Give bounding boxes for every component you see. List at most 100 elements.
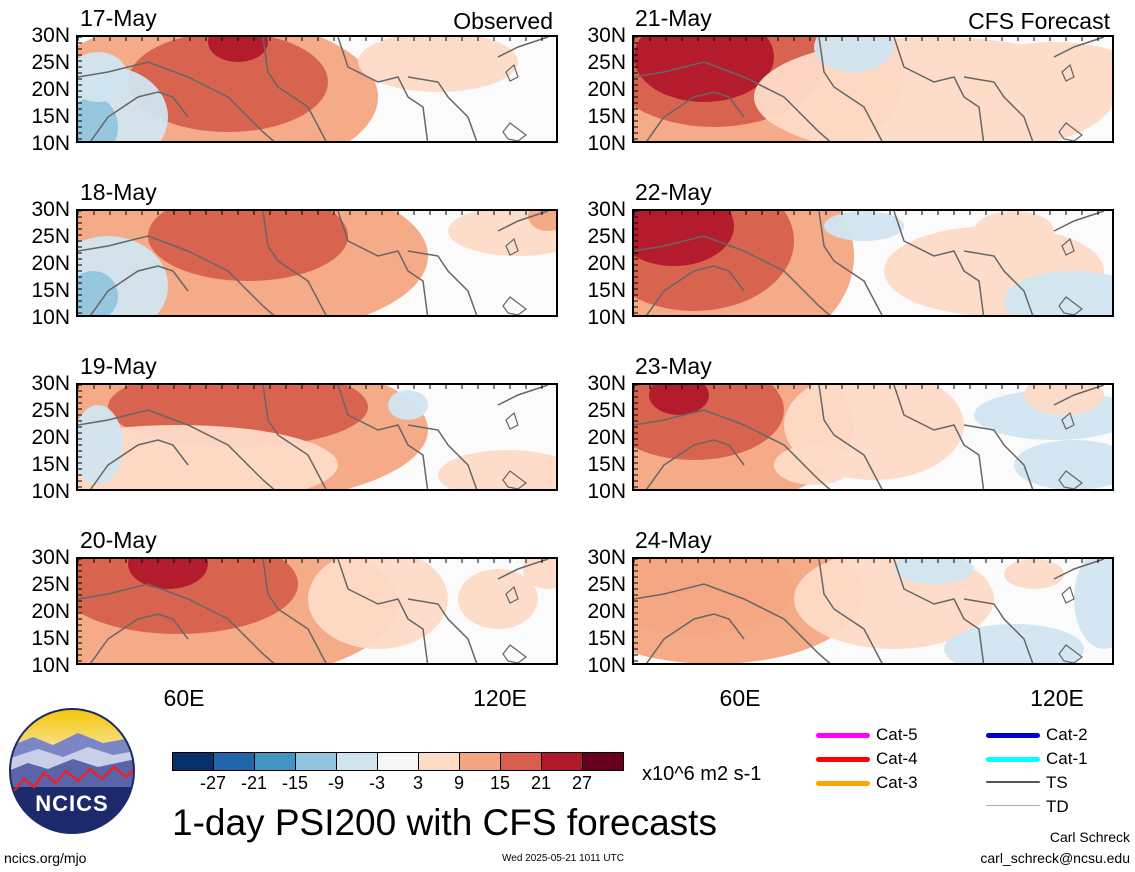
coastline bbox=[337, 37, 429, 141]
anomaly-contour bbox=[78, 425, 338, 489]
coastline bbox=[1053, 37, 1105, 58]
lat-label-30n: 30N bbox=[587, 372, 626, 395]
lat-label-10n: 10N bbox=[31, 480, 70, 503]
island-outline bbox=[505, 585, 519, 604]
lon-label-60e-left: 60E bbox=[163, 685, 205, 711]
colorbar-tick-label: -3 bbox=[368, 773, 386, 793]
colorbar-swatch bbox=[377, 752, 419, 771]
anomaly-field bbox=[634, 211, 1112, 315]
island-outline bbox=[1058, 644, 1083, 663]
website-link[interactable]: ncics.org/mjo bbox=[4, 850, 87, 866]
colorbar-swatch bbox=[172, 752, 214, 771]
anomaly-contour bbox=[894, 559, 974, 584]
colorbar-tick-label: -21 bbox=[240, 773, 268, 793]
coastline bbox=[262, 37, 327, 141]
panel-date: 23-May bbox=[635, 353, 712, 379]
colorbar-swatch bbox=[582, 752, 624, 771]
coastline bbox=[497, 559, 549, 580]
lat-label-30n: 30N bbox=[31, 546, 70, 569]
colorbar-tick-label: -27 bbox=[199, 773, 227, 793]
anomaly-field bbox=[634, 385, 1112, 489]
coastline bbox=[818, 37, 883, 141]
lat-label-20n: 20N bbox=[31, 252, 70, 275]
coastline bbox=[337, 385, 429, 489]
colorbar-swatch bbox=[254, 752, 296, 771]
coastline bbox=[893, 211, 985, 315]
lat-label-30n: 30N bbox=[587, 198, 626, 221]
psi200-map-19-may bbox=[76, 383, 558, 491]
coastline bbox=[645, 439, 745, 489]
lat-label-20n: 20N bbox=[587, 600, 626, 623]
coastline bbox=[963, 598, 1034, 663]
legend-line-cat-3 bbox=[816, 781, 870, 786]
lat-label-15n: 15N bbox=[31, 453, 70, 476]
legend-label: Cat-2 bbox=[1046, 725, 1088, 744]
anomaly-contour bbox=[458, 569, 538, 629]
lat-label-20n: 20N bbox=[587, 426, 626, 449]
lat-label-10n: 10N bbox=[587, 306, 626, 329]
psi200-map-20-may bbox=[76, 557, 558, 665]
coastline bbox=[78, 61, 275, 141]
colorbar-units: x10^6 m2 s-1 bbox=[642, 763, 762, 785]
legend-label: Cat-5 bbox=[876, 725, 918, 744]
colorbar-swatch bbox=[336, 752, 378, 771]
coastline bbox=[407, 598, 478, 663]
anomaly-contour bbox=[1004, 271, 1112, 315]
anomaly-contour bbox=[78, 405, 123, 485]
coastline bbox=[1053, 385, 1105, 406]
anomaly-contour bbox=[964, 42, 1112, 112]
coastline bbox=[634, 583, 831, 663]
coastline bbox=[497, 37, 549, 58]
colorbar-swatch bbox=[295, 752, 337, 771]
legend-line-cat-2 bbox=[986, 733, 1040, 738]
island-outline bbox=[1061, 585, 1075, 604]
psi200-map-22-may bbox=[632, 209, 1114, 317]
lat-label-25n: 25N bbox=[31, 573, 70, 596]
legend-label: Cat-3 bbox=[876, 773, 918, 792]
lat-label-10n: 10N bbox=[587, 132, 626, 155]
lat-label-20n: 20N bbox=[587, 252, 626, 275]
coastline bbox=[634, 409, 831, 489]
anomaly-contour bbox=[128, 559, 208, 589]
island-outline bbox=[1058, 470, 1083, 489]
coastline bbox=[497, 211, 549, 232]
coastline bbox=[497, 385, 549, 406]
psi200-map-18-may bbox=[76, 209, 558, 317]
colorbar-tick-label: -15 bbox=[281, 773, 309, 793]
psi200-map-23-may bbox=[632, 383, 1114, 491]
lat-label-25n: 25N bbox=[587, 225, 626, 248]
legend-label: Cat-4 bbox=[876, 749, 918, 768]
coastline bbox=[1053, 559, 1105, 580]
lat-label-25n: 25N bbox=[587, 573, 626, 596]
coastline bbox=[262, 385, 327, 489]
coastline bbox=[262, 559, 327, 663]
lat-label-15n: 15N bbox=[587, 105, 626, 128]
coastline bbox=[1053, 211, 1105, 232]
author-email[interactable]: carl_schreck@ncsu.edu bbox=[980, 850, 1130, 866]
island-outline bbox=[502, 296, 527, 315]
coastline bbox=[893, 559, 985, 663]
anomaly-contour bbox=[1074, 559, 1112, 649]
anomaly-field bbox=[634, 37, 1112, 141]
island-outline bbox=[1058, 122, 1083, 141]
lat-label-10n: 10N bbox=[31, 306, 70, 329]
panel-date: 19-May bbox=[80, 353, 157, 379]
lat-label-25n: 25N bbox=[31, 225, 70, 248]
coastline bbox=[337, 211, 429, 315]
legend-line-cat-4 bbox=[816, 757, 870, 762]
coastline bbox=[337, 559, 429, 663]
psi200-map-17-may bbox=[76, 35, 558, 143]
coastline bbox=[78, 409, 275, 489]
legend-line-cat-1 bbox=[986, 757, 1040, 762]
lat-label-30n: 30N bbox=[31, 24, 70, 47]
island-outline bbox=[505, 237, 519, 256]
coastline bbox=[893, 385, 985, 489]
coastline bbox=[89, 439, 189, 489]
lon-label-120e-left: 120E bbox=[473, 685, 527, 711]
coastline bbox=[89, 265, 189, 315]
coastline bbox=[407, 424, 478, 489]
lat-label-10n: 10N bbox=[587, 654, 626, 677]
lat-label-20n: 20N bbox=[31, 600, 70, 623]
anomaly-contour bbox=[448, 211, 556, 256]
lat-label-20n: 20N bbox=[31, 78, 70, 101]
